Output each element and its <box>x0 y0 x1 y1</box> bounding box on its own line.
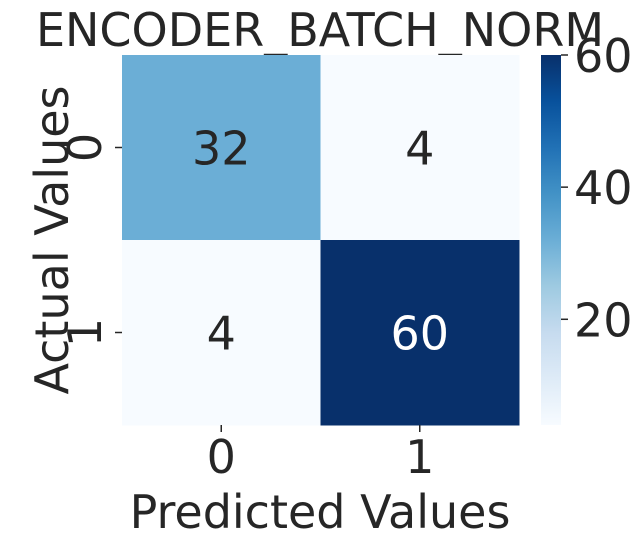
heatmap-cell-r0-c0 <box>122 55 321 241</box>
x-tick-label-0: 0 <box>207 430 236 484</box>
heatmap-cell-labels: 32 4 4 60 <box>192 122 449 361</box>
y-tick-label-1: 1 <box>58 318 112 347</box>
y-tick-label-0: 0 <box>58 133 112 162</box>
cell-value-r0-c0: 32 <box>192 122 251 176</box>
heatmap-cell-r1-c1 <box>320 240 520 426</box>
x-axis-label: Predicted Values <box>130 485 511 539</box>
heatmap-cell-r0-c1 <box>320 55 520 241</box>
y-axis-label: Actual Values <box>25 85 79 394</box>
cell-value-r1-c0: 4 <box>207 307 236 361</box>
colorbar-tick-label-1: 40 <box>574 161 633 215</box>
heatmap-cell-r1-c0 <box>122 240 321 426</box>
heatmap-cells <box>122 55 520 426</box>
y-axis-ticks: 01 <box>58 133 122 347</box>
colorbar-ticks: 20 40 60 <box>561 29 633 347</box>
chart-title: ENCODER_BATCH_NORM <box>36 3 604 57</box>
colorbar-tick-label-2: 60 <box>574 29 633 83</box>
cell-value-r1-c1: 60 <box>390 307 449 361</box>
cell-value-r0-c1: 4 <box>405 122 434 176</box>
colorbar <box>541 55 561 425</box>
colorbar-tick-label-0: 20 <box>574 293 633 347</box>
x-tick-label-1: 1 <box>405 430 434 484</box>
